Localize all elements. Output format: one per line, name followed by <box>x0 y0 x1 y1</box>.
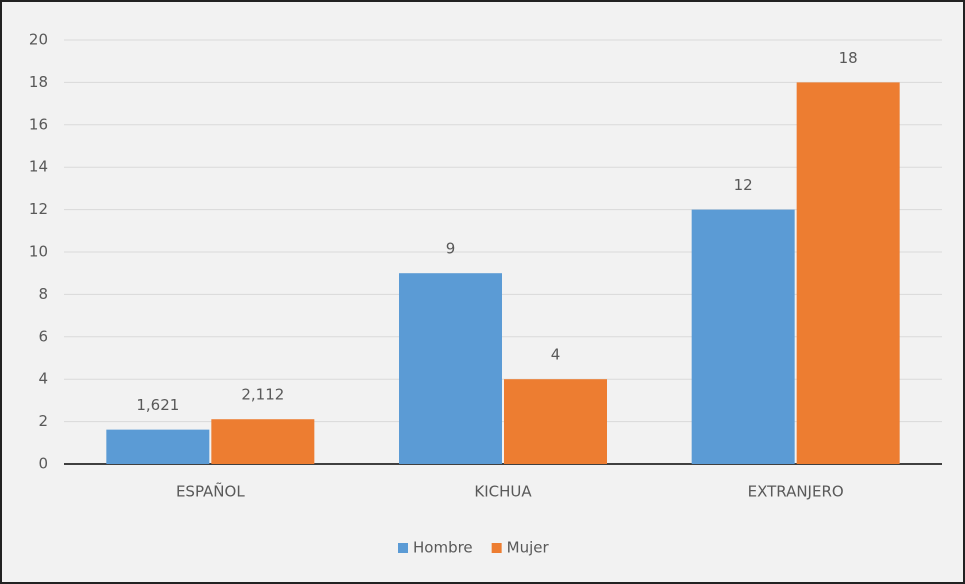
x-tick-label: ESPAÑOL <box>176 482 245 501</box>
data-label: 9 <box>446 240 456 258</box>
y-tick-label: 0 <box>38 455 48 473</box>
data-label: 4 <box>551 346 561 364</box>
legend-label: Hombre <box>413 539 473 557</box>
data-label: 18 <box>839 49 858 67</box>
y-tick-label: 16 <box>29 115 48 133</box>
y-tick-label: 4 <box>38 370 48 388</box>
data-label: 2,112 <box>241 386 284 404</box>
y-tick-label: 14 <box>29 158 48 176</box>
legend-swatch <box>398 543 408 553</box>
legend-swatch <box>491 543 502 553</box>
legend-label: Mujer <box>507 539 550 557</box>
y-tick-label: 10 <box>29 243 48 261</box>
bar <box>691 209 795 464</box>
x-tick-label: KICHUA <box>474 483 532 501</box>
bar <box>796 82 900 465</box>
data-label: 1,621 <box>136 396 179 414</box>
bar <box>504 379 607 464</box>
y-tick-label: 18 <box>29 73 48 91</box>
y-tick-label: 6 <box>38 327 48 345</box>
bar <box>106 429 210 464</box>
y-tick-label: 20 <box>29 31 48 49</box>
x-tick-label: EXTRANJERO <box>748 483 844 501</box>
y-tick-label: 2 <box>38 412 48 430</box>
y-tick-label: 8 <box>38 285 48 303</box>
data-label: 12 <box>734 176 753 194</box>
bar <box>399 273 502 464</box>
bar <box>211 419 315 464</box>
y-tick-label: 12 <box>29 200 48 218</box>
